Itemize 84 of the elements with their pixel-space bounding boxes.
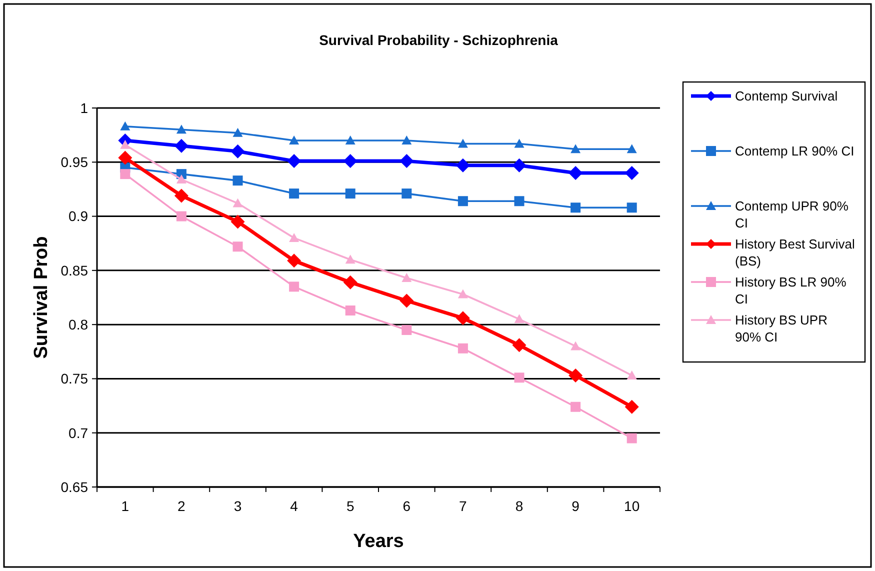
- chart-title: Survival Probability - Schizophrenia: [319, 32, 558, 48]
- point: [514, 314, 524, 324]
- point: [570, 402, 581, 412]
- point: [232, 176, 243, 186]
- point: [345, 188, 356, 199]
- point: [287, 254, 302, 268]
- legend-label: Contemp LR 90% CI: [735, 144, 854, 159]
- point: [568, 368, 583, 382]
- x-tick-label: 10: [624, 498, 640, 514]
- point: [176, 174, 186, 184]
- point: [345, 135, 356, 144]
- point: [232, 242, 243, 252]
- y-tick-label: 1: [80, 100, 88, 116]
- point: [120, 121, 130, 130]
- point: [514, 372, 524, 383]
- point: [626, 144, 637, 154]
- point: [174, 188, 188, 203]
- x-tick-label: 2: [178, 498, 186, 514]
- x-tick-label: 6: [402, 498, 411, 514]
- x-tick-label: 5: [346, 498, 354, 514]
- x-tick-label: 8: [515, 498, 524, 514]
- point: [343, 275, 358, 290]
- legend-label: History BS UPR 90% CI: [735, 312, 828, 345]
- point: [343, 154, 358, 168]
- point: [514, 138, 524, 148]
- legend-label: Contemp Survival: [735, 88, 838, 104]
- x-tick-label: 4: [290, 498, 298, 514]
- point: [232, 198, 243, 208]
- point: [626, 433, 637, 444]
- point: [570, 341, 581, 350]
- point: [345, 254, 356, 264]
- point: [230, 144, 245, 158]
- point: [456, 158, 470, 172]
- point: [624, 166, 639, 180]
- point: [287, 154, 302, 168]
- point: [514, 196, 524, 206]
- point: [289, 282, 300, 292]
- point: [289, 188, 300, 199]
- y-tick-label: 0.8: [68, 316, 88, 332]
- x-tick-label: 7: [459, 498, 468, 514]
- y-tick-label: 0.95: [60, 154, 88, 170]
- x-tick-label: 3: [234, 498, 242, 514]
- point: [568, 166, 583, 180]
- point: [458, 138, 468, 148]
- point: [458, 196, 468, 206]
- point: [120, 140, 130, 149]
- point: [176, 211, 186, 222]
- y-tick-label: 0.7: [68, 424, 88, 441]
- point: [230, 214, 245, 229]
- point: [120, 169, 130, 180]
- point: [402, 188, 412, 199]
- point: [626, 370, 637, 380]
- y-tick-label: 0.85: [60, 262, 88, 278]
- legend-label: Contemp UPR 90% CI: [735, 198, 849, 231]
- point: [402, 273, 412, 282]
- x-tick-label: 1: [121, 498, 130, 514]
- y-tick-label: 0.9: [68, 208, 88, 224]
- point: [456, 311, 470, 326]
- point: [400, 294, 414, 308]
- point: [626, 202, 637, 213]
- legend-label: History Best Survival (BS): [735, 236, 856, 269]
- point: [570, 144, 581, 154]
- x-tick-label: 9: [572, 498, 580, 514]
- point: [402, 324, 412, 335]
- x-axis-title: Years: [353, 531, 404, 552]
- point: [118, 150, 132, 165]
- y-axis-title: Survival Prob: [31, 236, 52, 359]
- point: [402, 135, 412, 144]
- point: [174, 138, 188, 153]
- legend-label: History BS LR 90% CI: [735, 274, 847, 307]
- point: [624, 400, 639, 414]
- point: [512, 338, 526, 352]
- point: [512, 158, 526, 172]
- point: [232, 128, 243, 137]
- point: [458, 343, 468, 354]
- point: [400, 154, 414, 168]
- point: [176, 124, 186, 134]
- point: [458, 289, 468, 298]
- y-tick-label: 0.75: [60, 370, 88, 387]
- point: [570, 202, 581, 213]
- y-tick-label: 0.65: [60, 478, 88, 495]
- point: [345, 305, 356, 316]
- point: [289, 135, 300, 144]
- point: [289, 232, 300, 242]
